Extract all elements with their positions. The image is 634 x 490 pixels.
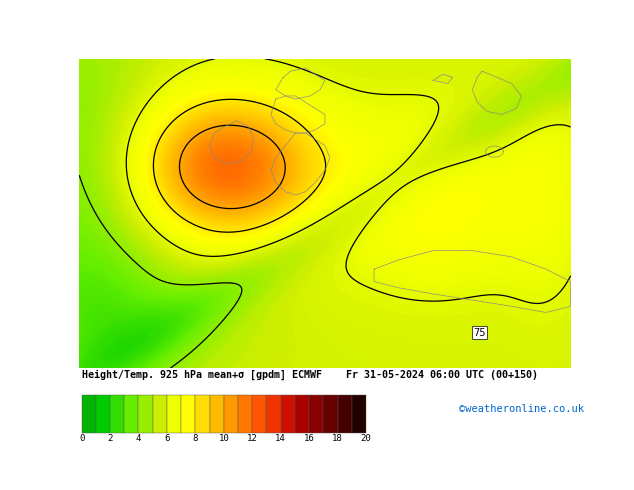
Bar	[238, 395, 252, 433]
Bar	[96, 395, 110, 433]
Text: 6: 6	[164, 434, 169, 443]
Bar	[337, 395, 352, 433]
Text: Height/Temp. 925 hPa mean+σ [gpdm] ECMWF    Fr 31-05-2024 06:00 UTC (00+150): Height/Temp. 925 hPa mean+σ [gpdm] ECMWF…	[82, 370, 538, 380]
Text: 75: 75	[474, 328, 486, 338]
Bar	[323, 395, 337, 433]
Bar	[224, 395, 238, 433]
Text: 20: 20	[361, 434, 372, 443]
Bar	[266, 395, 281, 433]
Bar	[309, 395, 323, 433]
Bar	[138, 395, 153, 433]
Text: 8: 8	[193, 434, 198, 443]
Bar	[352, 395, 366, 433]
Text: ©weatheronline.co.uk: ©weatheronline.co.uk	[459, 404, 584, 414]
Bar	[281, 395, 295, 433]
Bar	[210, 395, 224, 433]
Bar	[167, 395, 181, 433]
Text: 12: 12	[247, 434, 257, 443]
Bar	[252, 395, 266, 433]
Bar	[124, 395, 138, 433]
Text: 18: 18	[332, 434, 343, 443]
Bar	[295, 395, 309, 433]
Bar	[153, 395, 167, 433]
Text: 10: 10	[218, 434, 229, 443]
Bar	[195, 395, 210, 433]
Bar	[82, 395, 96, 433]
Text: 0: 0	[79, 434, 84, 443]
Text: 14: 14	[275, 434, 286, 443]
Bar	[110, 395, 124, 433]
Text: 4: 4	[136, 434, 141, 443]
Text: 16: 16	[304, 434, 314, 443]
Text: 2: 2	[107, 434, 113, 443]
Bar	[181, 395, 195, 433]
